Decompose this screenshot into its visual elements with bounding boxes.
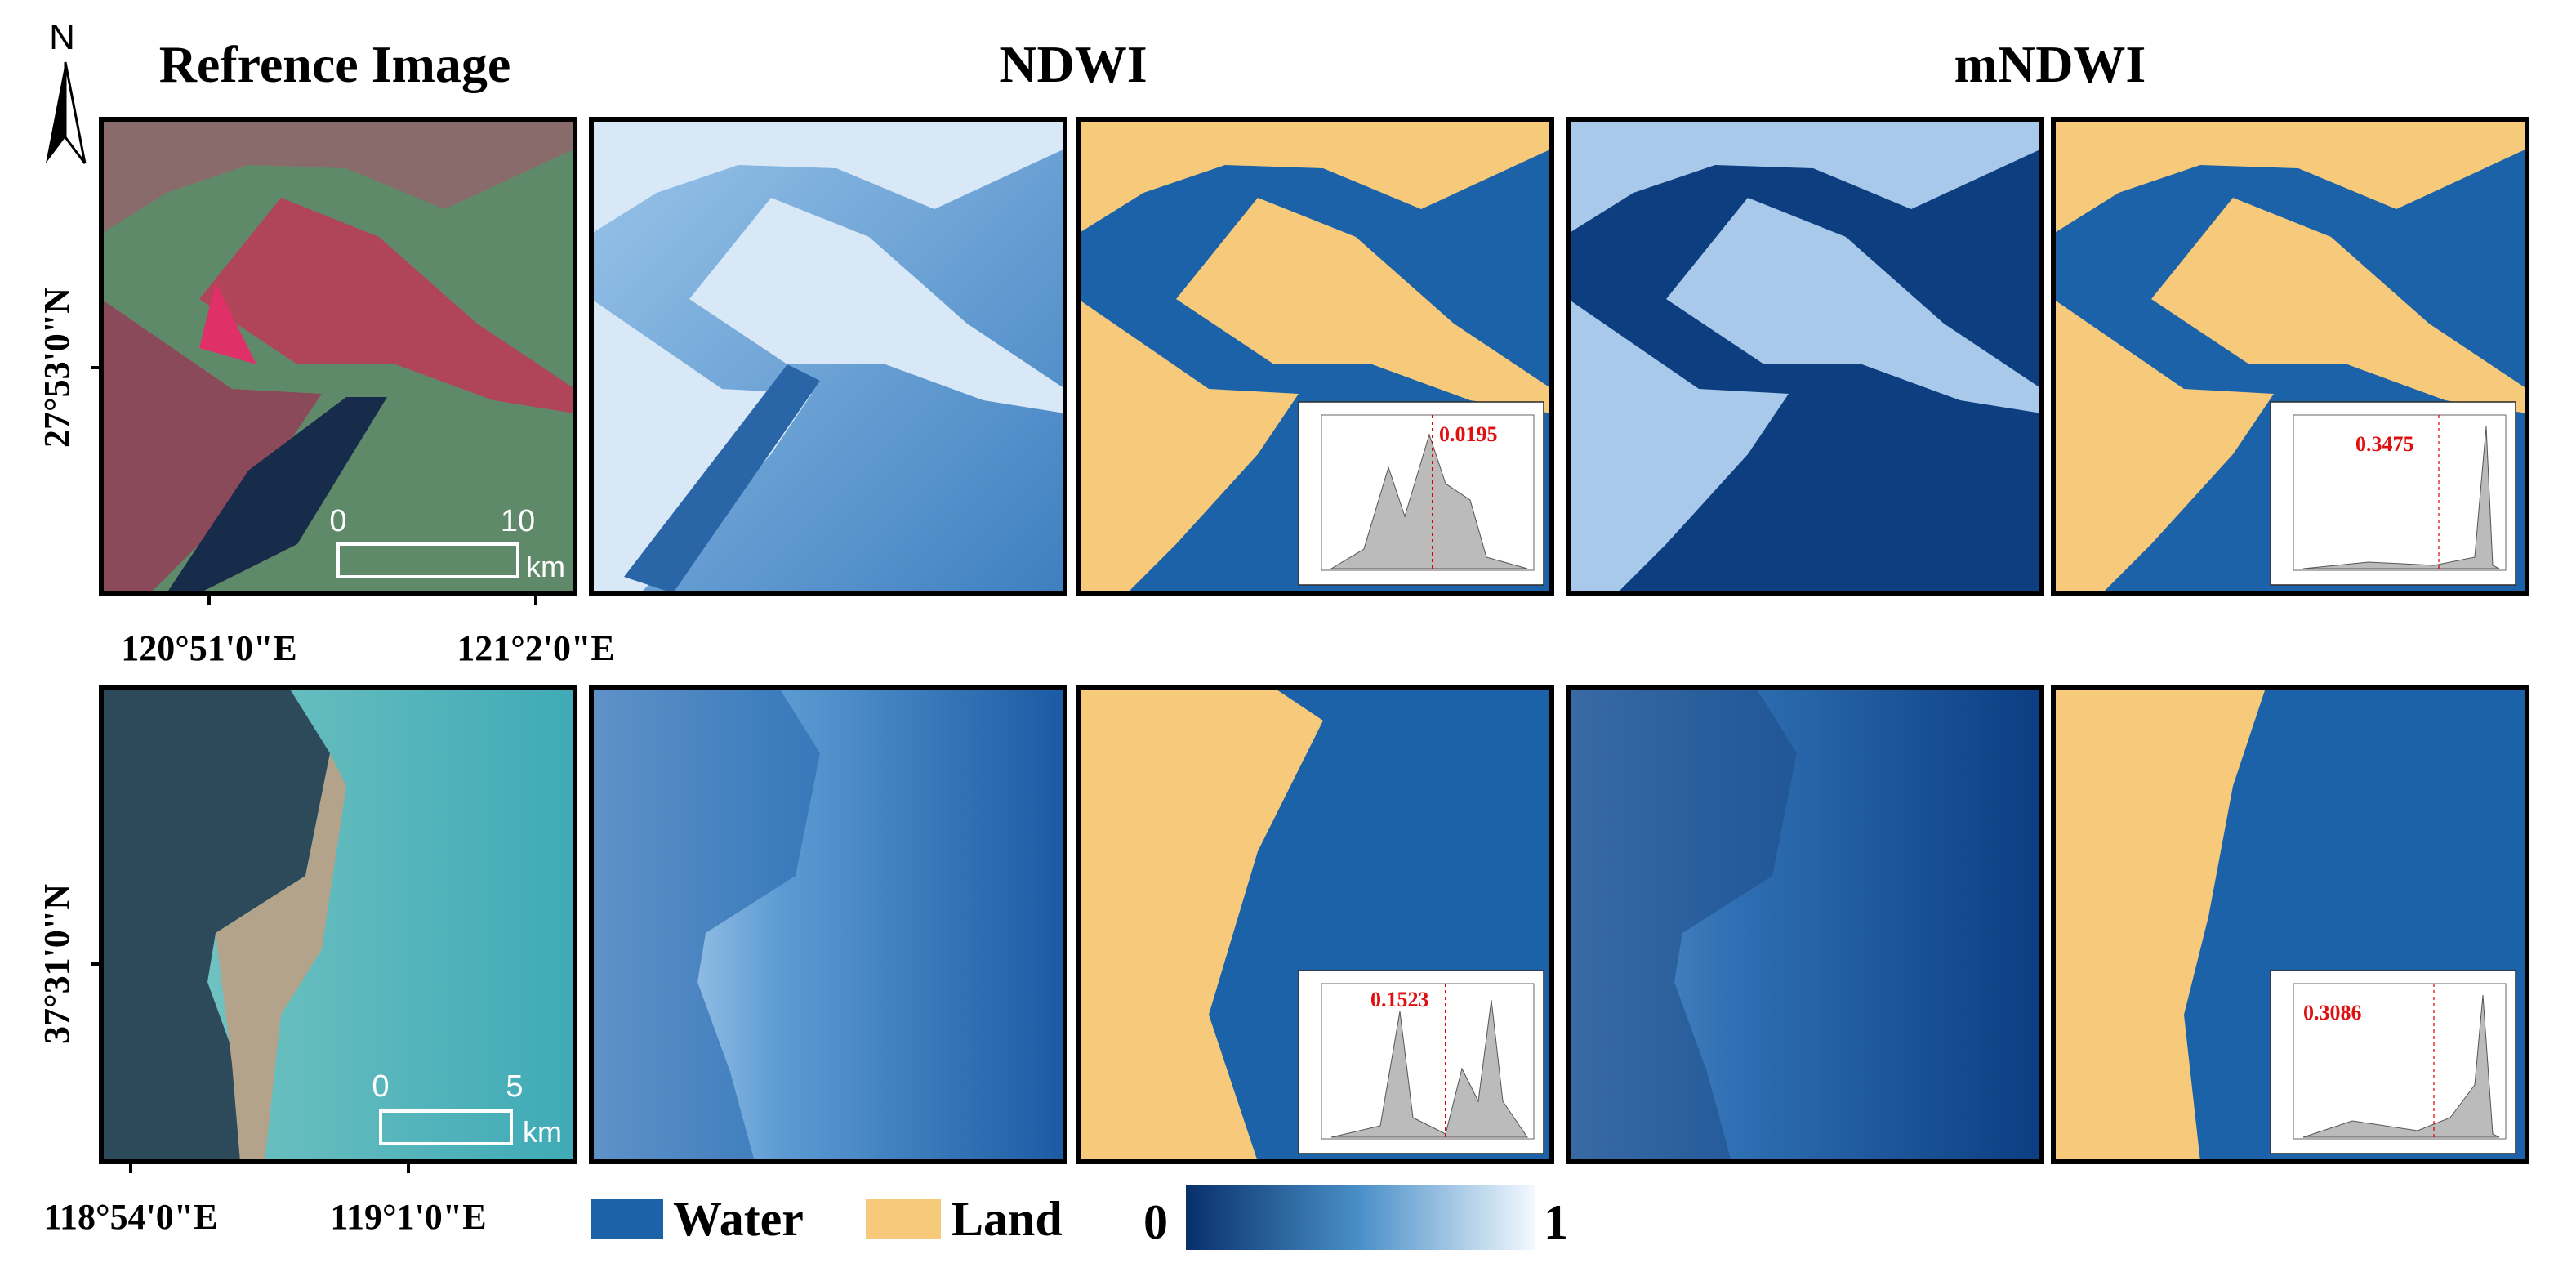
mndwi-classification: 0.3086 xyxy=(2051,685,2529,1164)
colorbar-min: 0 xyxy=(1143,1195,1168,1249)
mndwi-image xyxy=(1566,685,2044,1164)
longitude-label: 119°1'0"E xyxy=(330,1197,486,1237)
latitude-label: 37°31'0"N xyxy=(37,884,77,1044)
colorbar xyxy=(1186,1185,1535,1250)
reference-image: 0 10 km xyxy=(99,117,577,596)
column-title: mNDWI xyxy=(1954,35,2146,93)
legend-label: Water xyxy=(673,1192,804,1246)
scale-start: 0 xyxy=(372,1069,389,1104)
scale-start: 0 xyxy=(329,504,346,538)
latitude-label: 27°53'0"N xyxy=(37,288,77,448)
north-arrow xyxy=(64,61,87,164)
scale-end: 10 xyxy=(501,504,535,538)
longitude-label: 120°51'0"E xyxy=(121,628,297,668)
scale-unit: km xyxy=(523,1115,562,1149)
north-arrow xyxy=(46,62,65,163)
mndwi-image xyxy=(1566,117,2044,596)
threshold-label: 0.0195 xyxy=(1439,422,1498,446)
column-title: Refrence Image xyxy=(159,35,511,93)
threshold-label: 0.1523 xyxy=(1370,988,1429,1011)
longitude-label: 118°54'0"E xyxy=(43,1197,217,1237)
ndwi-classification: 0.1523 xyxy=(1076,685,1554,1164)
threshold-label: 0.3086 xyxy=(2303,1001,2362,1024)
threshold-label: 0.3475 xyxy=(2355,432,2414,456)
reference-image: 0 5 km xyxy=(99,685,577,1164)
mndwi-classification: 0.3475 xyxy=(2051,117,2529,596)
longitude-label: 121°2'0"E xyxy=(457,628,615,668)
ndwi-image xyxy=(589,117,1067,596)
legend-swatch xyxy=(866,1199,941,1239)
north-label: N xyxy=(49,17,75,57)
ndwi-classification: 0.0195 xyxy=(1076,117,1554,596)
column-title: NDWI xyxy=(999,35,1147,93)
scale-unit: km xyxy=(526,550,565,583)
legend-swatch xyxy=(591,1199,663,1239)
legend-label: Land xyxy=(951,1192,1063,1246)
ndwi-image xyxy=(589,685,1067,1164)
scale-end: 5 xyxy=(506,1069,523,1104)
colorbar-max: 1 xyxy=(1544,1195,1568,1249)
